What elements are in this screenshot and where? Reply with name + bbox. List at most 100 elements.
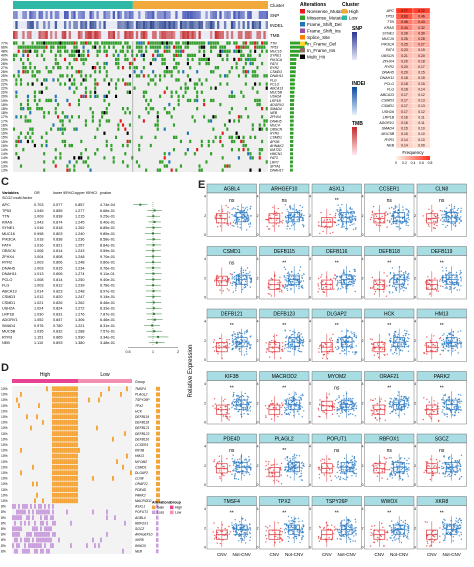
boxplot-point xyxy=(291,400,294,403)
mutation-cell xyxy=(128,45,131,49)
boxplot-point xyxy=(302,287,304,289)
mutation-cell xyxy=(36,70,39,74)
pct-label: 18% xyxy=(1,103,8,107)
boxplot-point xyxy=(446,282,448,285)
boxplot-point xyxy=(391,411,394,413)
cnv-cell xyxy=(14,520,16,526)
boxplot-y-tick: 0 xyxy=(204,296,206,300)
gene-freq-bar xyxy=(290,148,294,152)
boxplot-point xyxy=(242,402,244,404)
boxplot-point xyxy=(233,477,236,479)
cnv-cell xyxy=(60,392,62,397)
track-cell xyxy=(36,21,39,29)
boxplot-point xyxy=(265,416,267,419)
cnv-cell xyxy=(18,543,20,548)
forest-cell: 1.016 xyxy=(34,243,44,247)
gene-freq-bar xyxy=(290,111,294,115)
boxplot-point xyxy=(287,350,289,352)
mutation-cell xyxy=(175,135,178,139)
boxplot-point xyxy=(278,225,280,227)
cnv-cell xyxy=(52,420,54,425)
heatmap-value-high: 0.23 xyxy=(401,48,408,52)
mutation-cell xyxy=(200,168,203,172)
cnv-cell xyxy=(50,543,52,548)
track-cell xyxy=(193,21,197,29)
forest-cell: 9.70e-01 xyxy=(100,255,115,259)
boxplot-point xyxy=(283,266,285,268)
mutation-cell xyxy=(57,45,60,49)
boxplot-point xyxy=(407,224,409,227)
cnv-pct-label: 10% xyxy=(1,409,8,413)
mutation-cell xyxy=(237,156,240,160)
boxplot-point xyxy=(290,282,292,284)
mutation-cell xyxy=(50,127,53,131)
heatmap-gene-label: USH2A xyxy=(382,110,395,114)
gene-freq-bar xyxy=(290,160,294,164)
boxplot-point xyxy=(294,467,297,470)
cnv-cell xyxy=(36,532,38,537)
track-cell xyxy=(159,31,162,39)
forest-point xyxy=(139,203,142,206)
mutation-cell xyxy=(98,119,101,123)
mutation-cell xyxy=(75,127,78,131)
boxplot-point xyxy=(243,278,245,280)
forest-cell: CSMD1 xyxy=(2,301,15,305)
mutation-cell xyxy=(221,49,224,53)
mutation-cell xyxy=(24,49,27,53)
boxplot-point xyxy=(379,407,382,410)
mutation-cell xyxy=(140,70,143,74)
mutation-cell xyxy=(237,135,240,139)
cnv-cell xyxy=(32,543,34,548)
boxplot-point xyxy=(384,400,386,402)
mutation-cell xyxy=(105,53,108,57)
boxplot-point xyxy=(408,218,410,221)
cnv-gene-label: AGBL4 xyxy=(134,516,146,520)
mutation-cell xyxy=(219,53,222,57)
boxplot-point xyxy=(340,226,343,228)
boxplot-point xyxy=(342,272,344,275)
forest-cell: 1.013 xyxy=(34,272,44,276)
boxplot-point xyxy=(295,281,297,284)
boxplot-point xyxy=(287,347,290,349)
boxplot-point xyxy=(232,339,234,342)
boxplot-point xyxy=(285,341,287,343)
mutation-cell xyxy=(138,41,141,45)
cnv-cell xyxy=(72,492,74,498)
forest-point xyxy=(152,307,155,310)
mutation-cell xyxy=(45,86,48,90)
mutation-cell xyxy=(68,86,71,90)
mutation-cell xyxy=(135,160,138,164)
boxplot-point xyxy=(297,335,300,337)
cnv-cell xyxy=(72,470,74,476)
boxplot-point xyxy=(341,344,343,347)
mutation-cell xyxy=(168,152,171,156)
boxplot-point xyxy=(242,269,245,271)
cnv-cell xyxy=(24,543,26,548)
cnv-cell xyxy=(58,470,60,476)
boxplot-point xyxy=(247,410,249,412)
boxplot-gene-title: DEFB118 xyxy=(379,249,401,255)
track-cell xyxy=(161,21,164,29)
boxplot-point xyxy=(244,392,246,395)
mutation-cell xyxy=(82,78,85,82)
mutation-cell xyxy=(210,119,213,123)
gene-label: ABCA13 xyxy=(269,87,283,91)
boxplot-point xyxy=(395,402,397,404)
cnv-group-swatch xyxy=(170,510,174,515)
gene-label: MUC5B xyxy=(270,91,283,95)
cnv-cell xyxy=(52,515,54,520)
boxplot-point xyxy=(390,218,393,220)
cnv-cell xyxy=(46,532,48,537)
boxplot-point xyxy=(353,335,355,338)
track-cell xyxy=(128,11,132,19)
boxplot-point xyxy=(430,349,432,352)
mutation-cell xyxy=(66,168,69,172)
cnv-freq-bar xyxy=(156,532,159,537)
mutation-cell xyxy=(230,107,233,111)
track-cell xyxy=(163,31,166,39)
boxplot-point xyxy=(336,412,338,415)
mutation-cell xyxy=(91,111,94,115)
heatmap-gene-label: FLG xyxy=(387,87,394,91)
boxplot-point xyxy=(397,209,400,211)
cnv-freq-bar xyxy=(156,526,159,531)
